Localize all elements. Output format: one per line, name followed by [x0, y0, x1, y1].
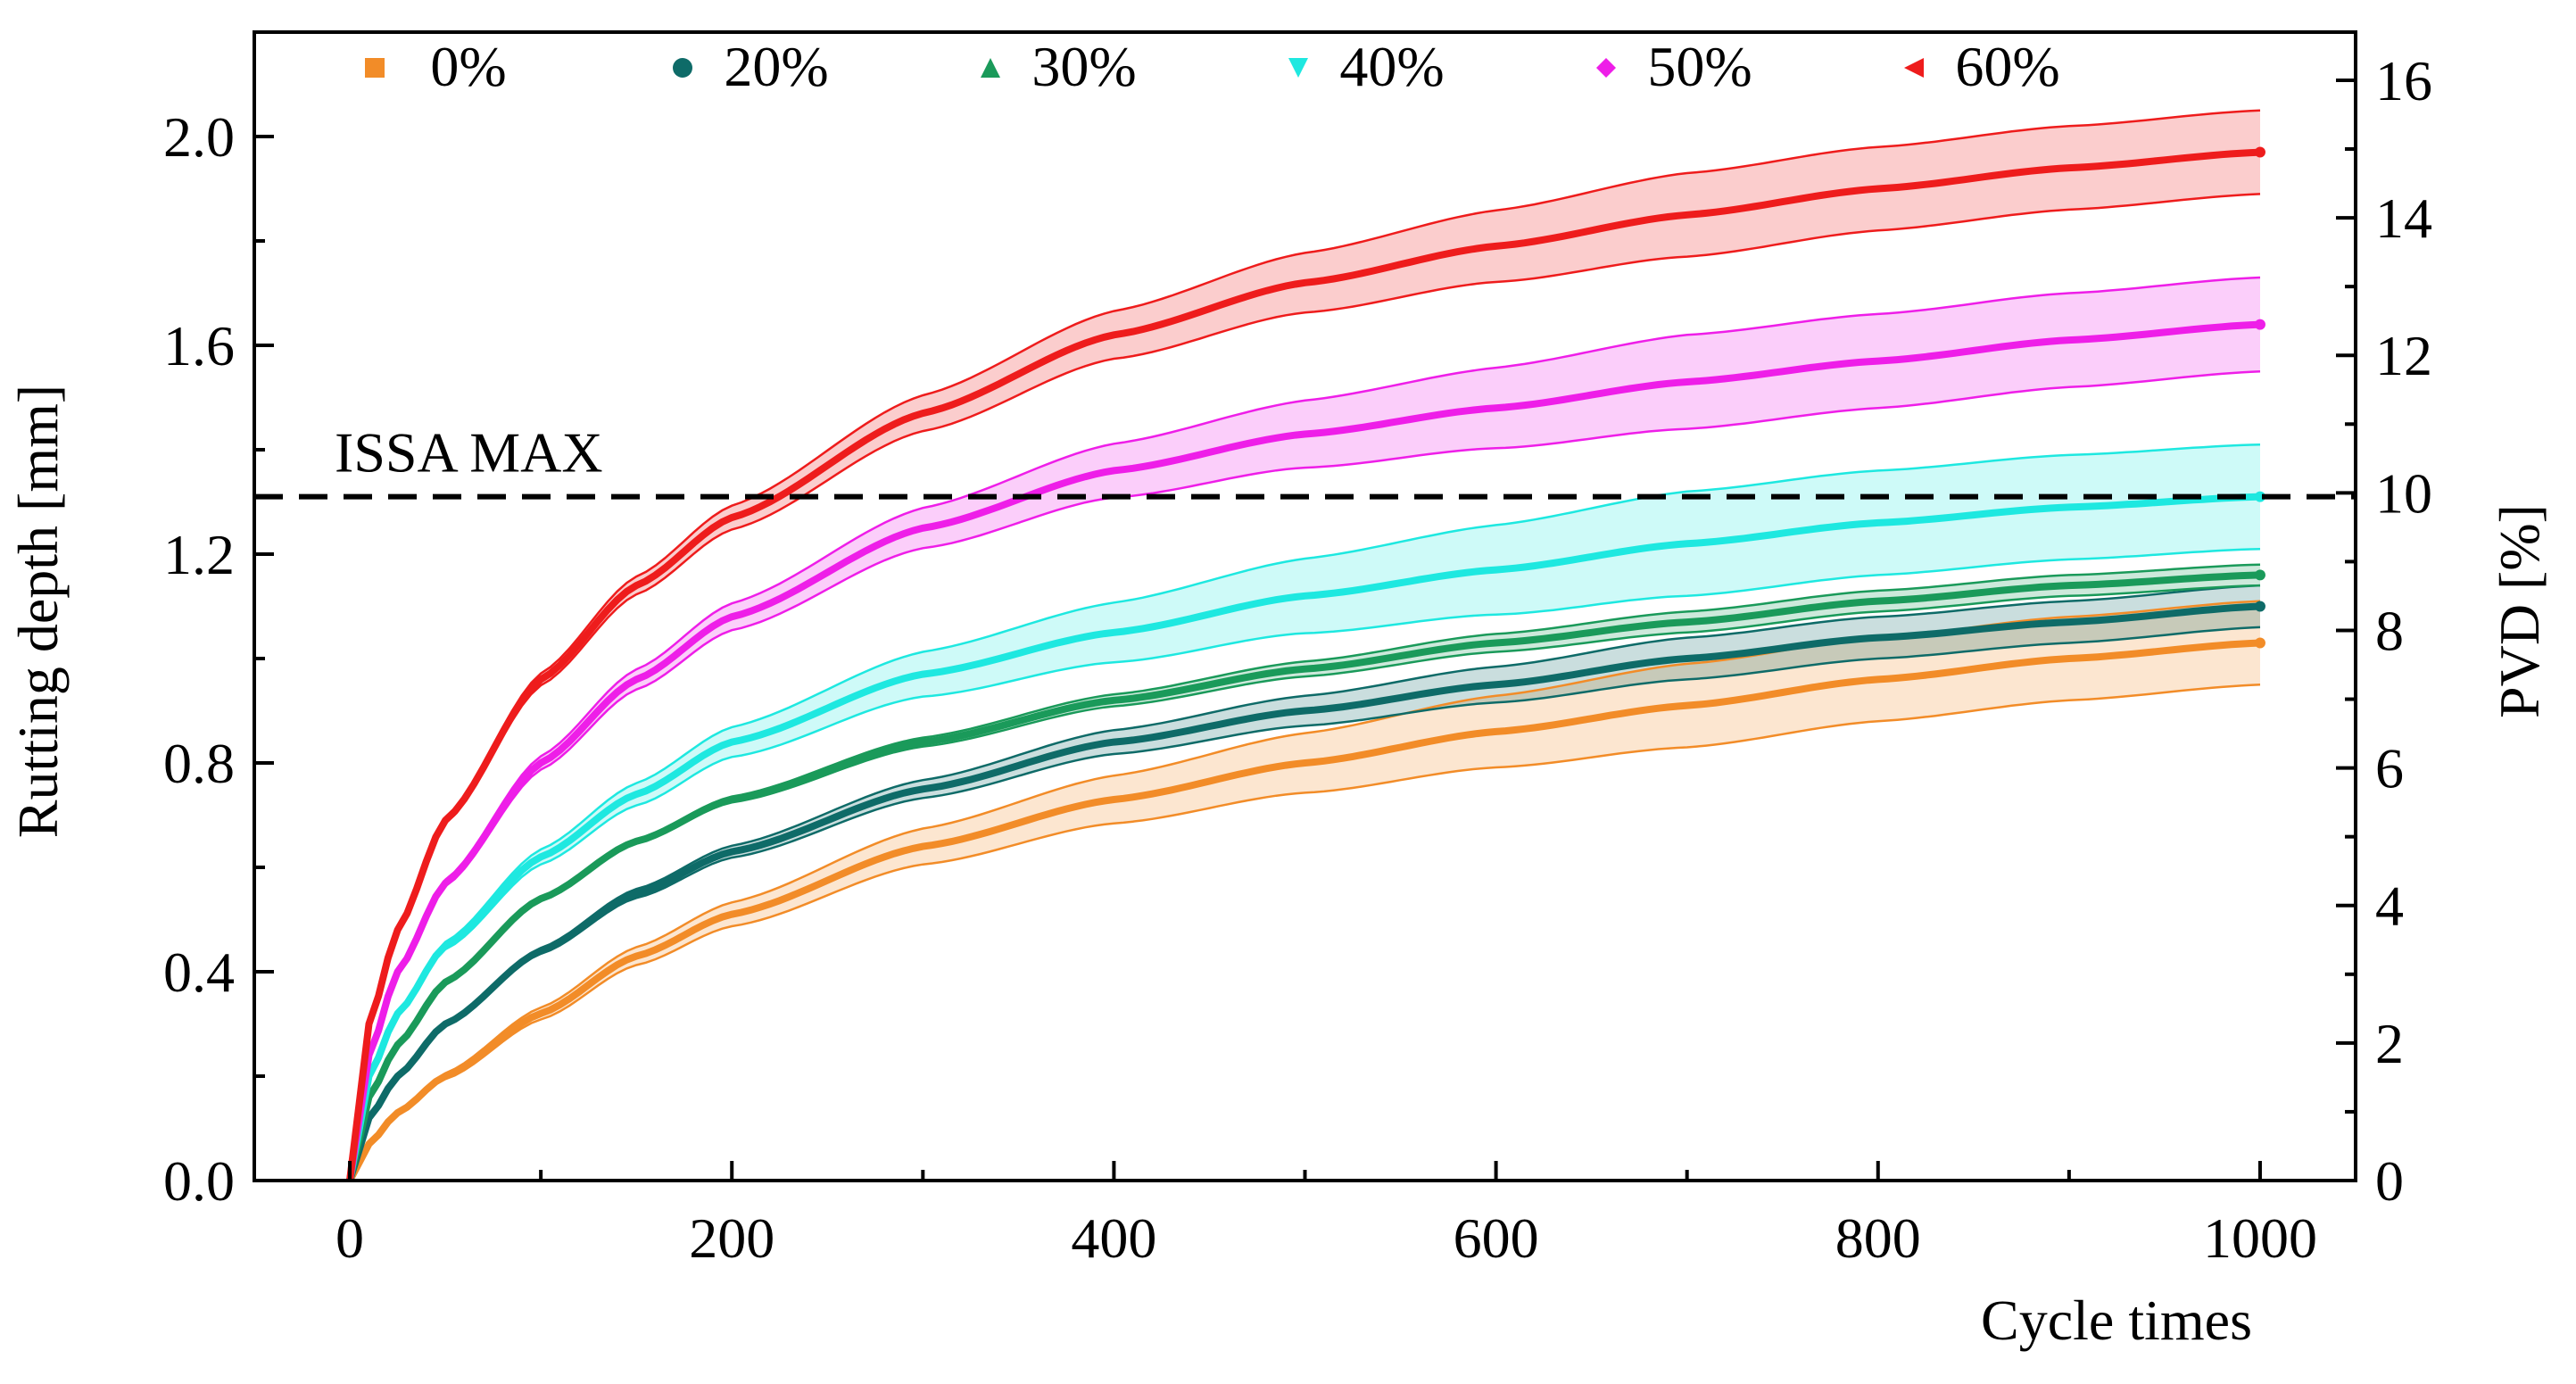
band-upper-20% — [348, 584, 2261, 1181]
y2-tick-label: 6 — [2375, 737, 2404, 800]
y2-tick-label: 2 — [2375, 1012, 2404, 1075]
band-20% — [350, 585, 2260, 1181]
series-end-point-20% — [2254, 601, 2265, 612]
band-lower-60% — [348, 193, 2261, 1181]
y-tick-label: 1.2 — [163, 523, 235, 586]
legend-marker-60% — [1904, 58, 1924, 78]
series-end-point-30% — [2254, 569, 2265, 581]
y2-tick-label: 0 — [2375, 1149, 2404, 1213]
y2-tick-label: 14 — [2375, 186, 2432, 250]
series-line-40% — [346, 493, 2261, 1181]
series-line-20% — [346, 602, 2261, 1182]
legend-marker-20% — [673, 58, 692, 78]
x-axis-ticks: 0 200 400 600 800 1000 — [335, 1161, 2317, 1270]
series-end-point-50% — [2254, 319, 2265, 330]
y2-tick-label: 8 — [2375, 599, 2404, 662]
y-tick-label: 0.4 — [163, 941, 235, 1004]
y-tick-label: 1.6 — [163, 314, 235, 377]
y-tick-label: 0.8 — [163, 732, 235, 795]
legend-label: 60% — [1955, 35, 2059, 98]
series-line-60% — [346, 148, 2261, 1181]
series-line-30% — [346, 571, 2261, 1181]
legend-label: 20% — [724, 35, 828, 98]
reference-line-group: ISSA MAX — [254, 421, 2356, 500]
y2-tick-label: 10 — [2375, 461, 2432, 525]
y2-axis-ticks: 0 2 4 6 8 10 12 14 16 — [2336, 49, 2432, 1213]
band-lower-20% — [348, 626, 2261, 1181]
series-end-point-60% — [2254, 146, 2265, 158]
legend-label: 50% — [1647, 35, 1752, 98]
x-tick-label: 600 — [1454, 1206, 1539, 1270]
y-tick-label: 0.0 — [163, 1149, 235, 1213]
band-upper-60% — [348, 109, 2261, 1181]
series-lines — [346, 109, 2265, 1182]
y-axis-ticks: 0.0 0.4 0.8 1.2 1.6 2.0 — [163, 30, 274, 1213]
x-tick-label: 0 — [335, 1206, 364, 1270]
y-tick-label: 2.0 — [163, 105, 235, 169]
band-40% — [350, 444, 2260, 1181]
legend-marker-0% — [365, 58, 385, 78]
y2-axis-title: PVD [%] — [2488, 504, 2551, 718]
x-tick-label: 1000 — [2203, 1206, 2317, 1270]
band-lower-40% — [348, 547, 2261, 1181]
legend-label: 40% — [1339, 35, 1444, 98]
band-upper-50% — [348, 276, 2261, 1181]
legend-label: 30% — [1031, 35, 1136, 98]
legend-marker-40% — [1288, 58, 1308, 78]
x-axis-title: Cycle times — [1981, 1289, 2252, 1352]
band-lower-50% — [348, 370, 2261, 1181]
confidence-bands — [350, 110, 2260, 1181]
y2-tick-label: 16 — [2375, 49, 2432, 112]
y-axis-title: Rutting depth [mm] — [6, 385, 70, 838]
x-tick-label: 400 — [1071, 1206, 1156, 1270]
y2-tick-label: 12 — [2375, 324, 2432, 387]
series-line-0% — [346, 639, 2261, 1182]
series-line-50% — [346, 320, 2261, 1181]
issa-max-label: ISSA MAX — [335, 421, 603, 485]
x-tick-label: 200 — [689, 1206, 774, 1270]
legend-label: 0% — [430, 35, 506, 98]
band-lower-0% — [348, 684, 2261, 1181]
band-upper-40% — [348, 443, 2261, 1181]
x-tick-label: 800 — [1835, 1206, 1921, 1270]
legend: 0% 20% 30% 40% 50% 60% — [365, 35, 2060, 98]
band-50% — [350, 278, 2260, 1181]
legend-marker-30% — [981, 58, 1000, 78]
legend-marker-50% — [1596, 58, 1616, 78]
series-end-point-0% — [2254, 637, 2265, 649]
y2-tick-label: 4 — [2375, 874, 2404, 938]
